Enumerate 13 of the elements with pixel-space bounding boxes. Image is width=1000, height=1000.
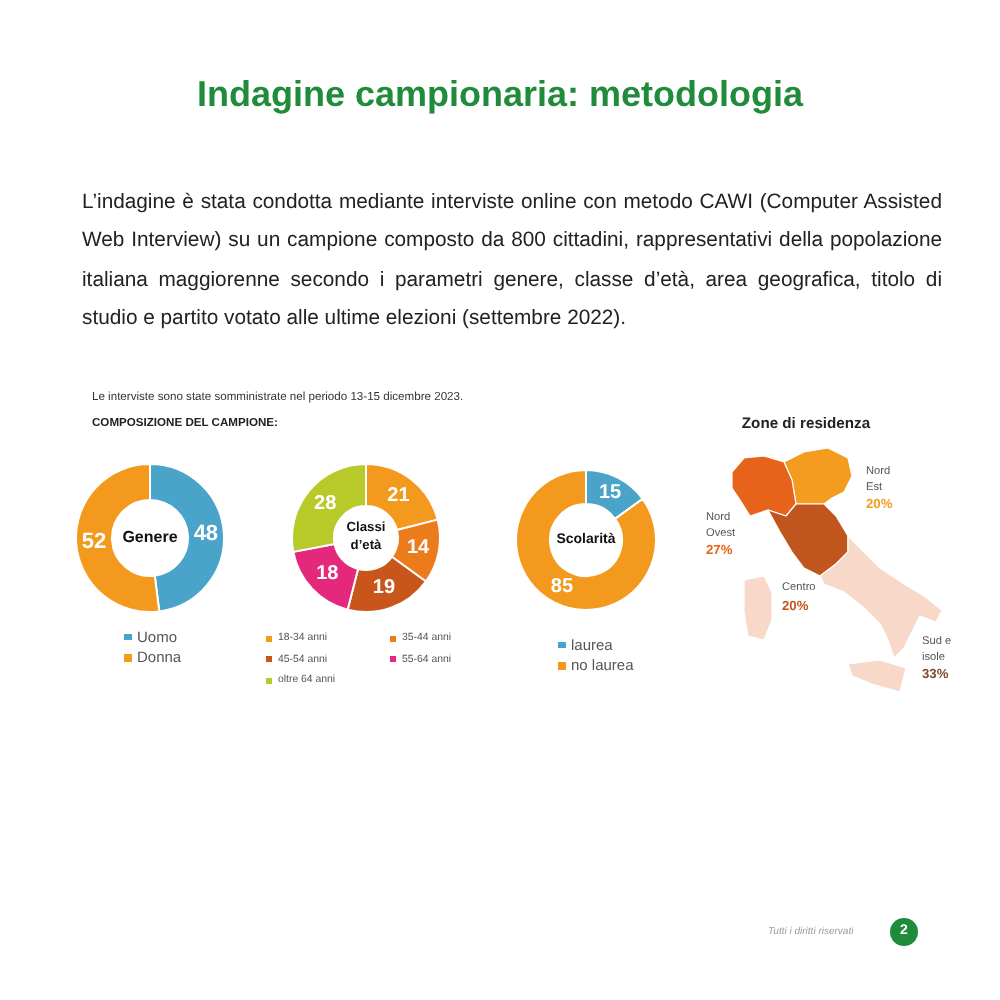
- data-label: 48: [193, 522, 219, 547]
- text: Indagine campionaria: metodologia: [194, 74, 806, 116]
- data-label: 19: [372, 576, 396, 599]
- data-label: 14: [406, 536, 431, 559]
- data-label: 21: [387, 485, 411, 508]
- data-label: 85: [550, 576, 574, 599]
- text: L’indagine è stata condotta mediante interviste online con metodo CAWI (Computer Assisted Web Interview) su un campione composto da 800 cittadini, rappresentativi della popolazione italiana maggiorenne secondo i parametri genere, classe d’età, area geografica, titolo di studio e partito votato alle ultime elezioni (settembre 2022).: [82, 190, 942, 334]
- data-label: 28: [314, 493, 338, 516]
- data-label: 15: [598, 481, 623, 504]
- data-label: 18: [316, 563, 340, 586]
- text: Genere: [120, 527, 180, 549]
- donut-slice: [515, 469, 657, 611]
- data-label: 52: [81, 529, 107, 554]
